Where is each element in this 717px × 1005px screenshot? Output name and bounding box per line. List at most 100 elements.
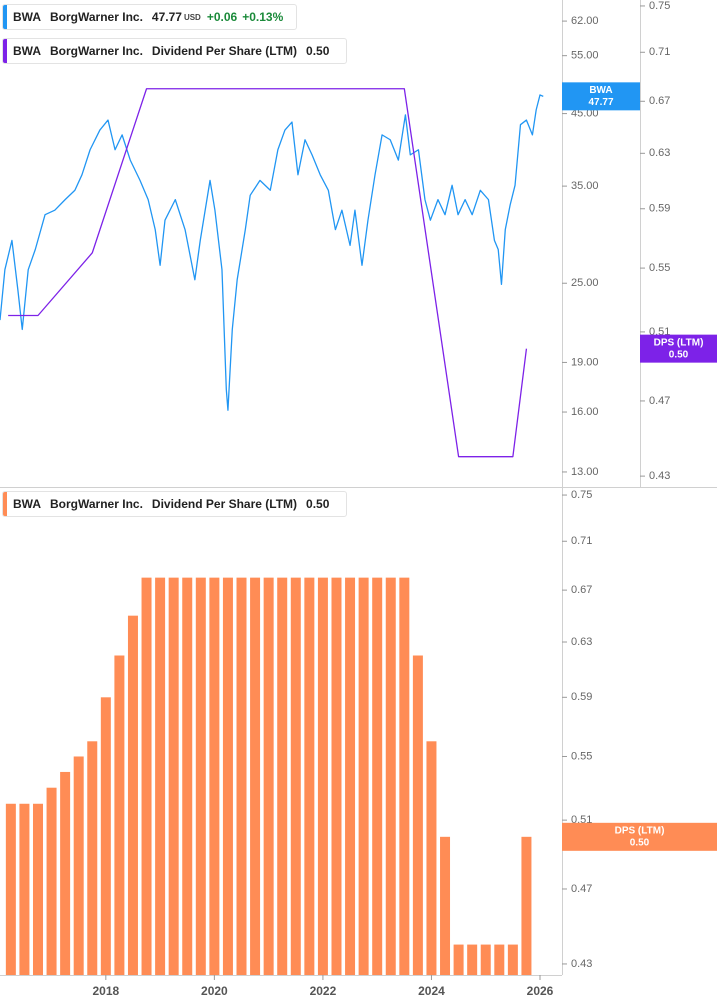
y-tick-label: 19.00 bbox=[571, 356, 599, 368]
bar bbox=[277, 577, 288, 975]
bar bbox=[521, 836, 532, 975]
price-tag-value: 47.77 bbox=[588, 97, 613, 108]
bar bbox=[32, 803, 43, 975]
bar bbox=[331, 577, 342, 975]
bar bbox=[385, 577, 396, 975]
y-tick-label: 45.00 bbox=[571, 107, 599, 119]
y-tick-label: 0.71 bbox=[571, 535, 592, 547]
bar bbox=[73, 756, 84, 975]
bar bbox=[480, 944, 491, 975]
bar bbox=[19, 803, 30, 975]
legend-ticker: BWA bbox=[13, 44, 41, 58]
series-line bbox=[8, 88, 528, 458]
bar bbox=[372, 577, 383, 975]
y-tick-label: 0.47 bbox=[649, 395, 670, 407]
legend-value: 0.50 bbox=[306, 497, 330, 511]
bar bbox=[317, 577, 328, 975]
legend-value: 0.50 bbox=[306, 44, 330, 58]
y-tick-label: 55.00 bbox=[571, 50, 599, 62]
series-line bbox=[0, 94, 544, 411]
legend-swatch bbox=[3, 5, 7, 29]
price-tag bbox=[562, 82, 640, 111]
bar bbox=[453, 944, 464, 975]
bar bbox=[290, 577, 301, 975]
y-tick-label: 0.71 bbox=[649, 46, 670, 58]
y-tick-label: 0.59 bbox=[649, 203, 670, 215]
bar bbox=[114, 655, 125, 975]
bar bbox=[209, 577, 220, 975]
bar bbox=[358, 577, 369, 975]
bar bbox=[195, 577, 206, 975]
x-tick-label: 2020 bbox=[201, 984, 228, 998]
legend-price: 47.77 bbox=[151, 10, 182, 24]
bar bbox=[345, 577, 356, 975]
y-tick-label: 0.43 bbox=[649, 470, 670, 482]
legend-swatch bbox=[3, 492, 7, 516]
legend-dps-bars: BWA BorgWarner Inc. Dividend Per Share (… bbox=[2, 491, 348, 517]
bar bbox=[46, 787, 57, 975]
bar bbox=[412, 655, 423, 975]
bar bbox=[60, 771, 71, 975]
price-tag-value: 0.50 bbox=[630, 837, 650, 848]
legend-dps: BWA BorgWarner Inc. Dividend Per Share (… bbox=[2, 38, 348, 64]
price-tag-value: 0.50 bbox=[669, 349, 689, 360]
y-tick-label: 0.55 bbox=[571, 750, 592, 762]
x-tick-label: 2018 bbox=[92, 984, 119, 998]
price-tag-name: DPS (LTM) bbox=[615, 825, 665, 836]
y-tick-label: 0.47 bbox=[571, 883, 592, 895]
bar bbox=[440, 836, 451, 975]
y-tick-label: 0.75 bbox=[571, 489, 592, 501]
legend-price: BWA BorgWarner Inc. 47.77 USD +0.06 +0.1… bbox=[2, 4, 298, 30]
legend-company: BorgWarner Inc. bbox=[50, 10, 143, 24]
bar bbox=[507, 944, 518, 975]
bar bbox=[155, 577, 166, 975]
bar bbox=[87, 741, 98, 975]
legend-currency: USD bbox=[183, 12, 201, 22]
legend-company: BorgWarner Inc. bbox=[50, 497, 143, 511]
bar bbox=[222, 577, 233, 975]
x-tick-label: 2026 bbox=[527, 984, 554, 998]
x-tick-label: 2022 bbox=[310, 984, 337, 998]
bar bbox=[426, 741, 437, 975]
bar bbox=[263, 577, 274, 975]
y-tick-label: 25.00 bbox=[571, 277, 599, 289]
legend-change-pct: +0.13% bbox=[242, 10, 284, 24]
bar bbox=[250, 577, 261, 975]
y-tick-label: 16.00 bbox=[571, 406, 599, 418]
y-tick-label: 0.63 bbox=[571, 636, 592, 648]
y-tick-label: 62.00 bbox=[571, 15, 599, 27]
price-tag bbox=[562, 822, 717, 851]
legend-series: Dividend Per Share (LTM) bbox=[151, 44, 298, 58]
legend-change: +0.06 bbox=[206, 10, 238, 24]
price-tag-name: DPS (LTM) bbox=[654, 337, 704, 348]
bar bbox=[168, 577, 179, 975]
y-tick-label: 35.00 bbox=[571, 180, 599, 192]
legend-ticker: BWA bbox=[13, 10, 41, 24]
bar bbox=[467, 944, 478, 975]
x-tick-label: 2024 bbox=[418, 984, 445, 998]
bar bbox=[127, 615, 138, 975]
bar bbox=[399, 577, 410, 975]
bar bbox=[494, 944, 505, 975]
y-tick-label: 0.43 bbox=[571, 958, 592, 970]
y-tick-label: 0.67 bbox=[649, 95, 670, 107]
bar bbox=[304, 577, 315, 975]
legend-ticker: BWA bbox=[13, 497, 41, 511]
price-tag-name: BWA bbox=[589, 85, 612, 96]
price-tag bbox=[640, 334, 717, 363]
y-tick-label: 0.55 bbox=[649, 262, 670, 274]
y-tick-label: 0.63 bbox=[649, 147, 670, 159]
legend-series: Dividend Per Share (LTM) bbox=[151, 497, 298, 511]
legend-swatch bbox=[3, 39, 7, 63]
y-tick-label: 0.67 bbox=[571, 584, 592, 596]
bar bbox=[141, 577, 152, 975]
y-tick-label: 0.75 bbox=[649, 0, 670, 12]
bar bbox=[182, 577, 193, 975]
legend-company: BorgWarner Inc. bbox=[50, 44, 143, 58]
bar bbox=[5, 803, 16, 975]
y-tick-label: 13.00 bbox=[571, 466, 599, 478]
y-tick-label: 0.59 bbox=[571, 691, 592, 703]
bar bbox=[100, 697, 111, 975]
